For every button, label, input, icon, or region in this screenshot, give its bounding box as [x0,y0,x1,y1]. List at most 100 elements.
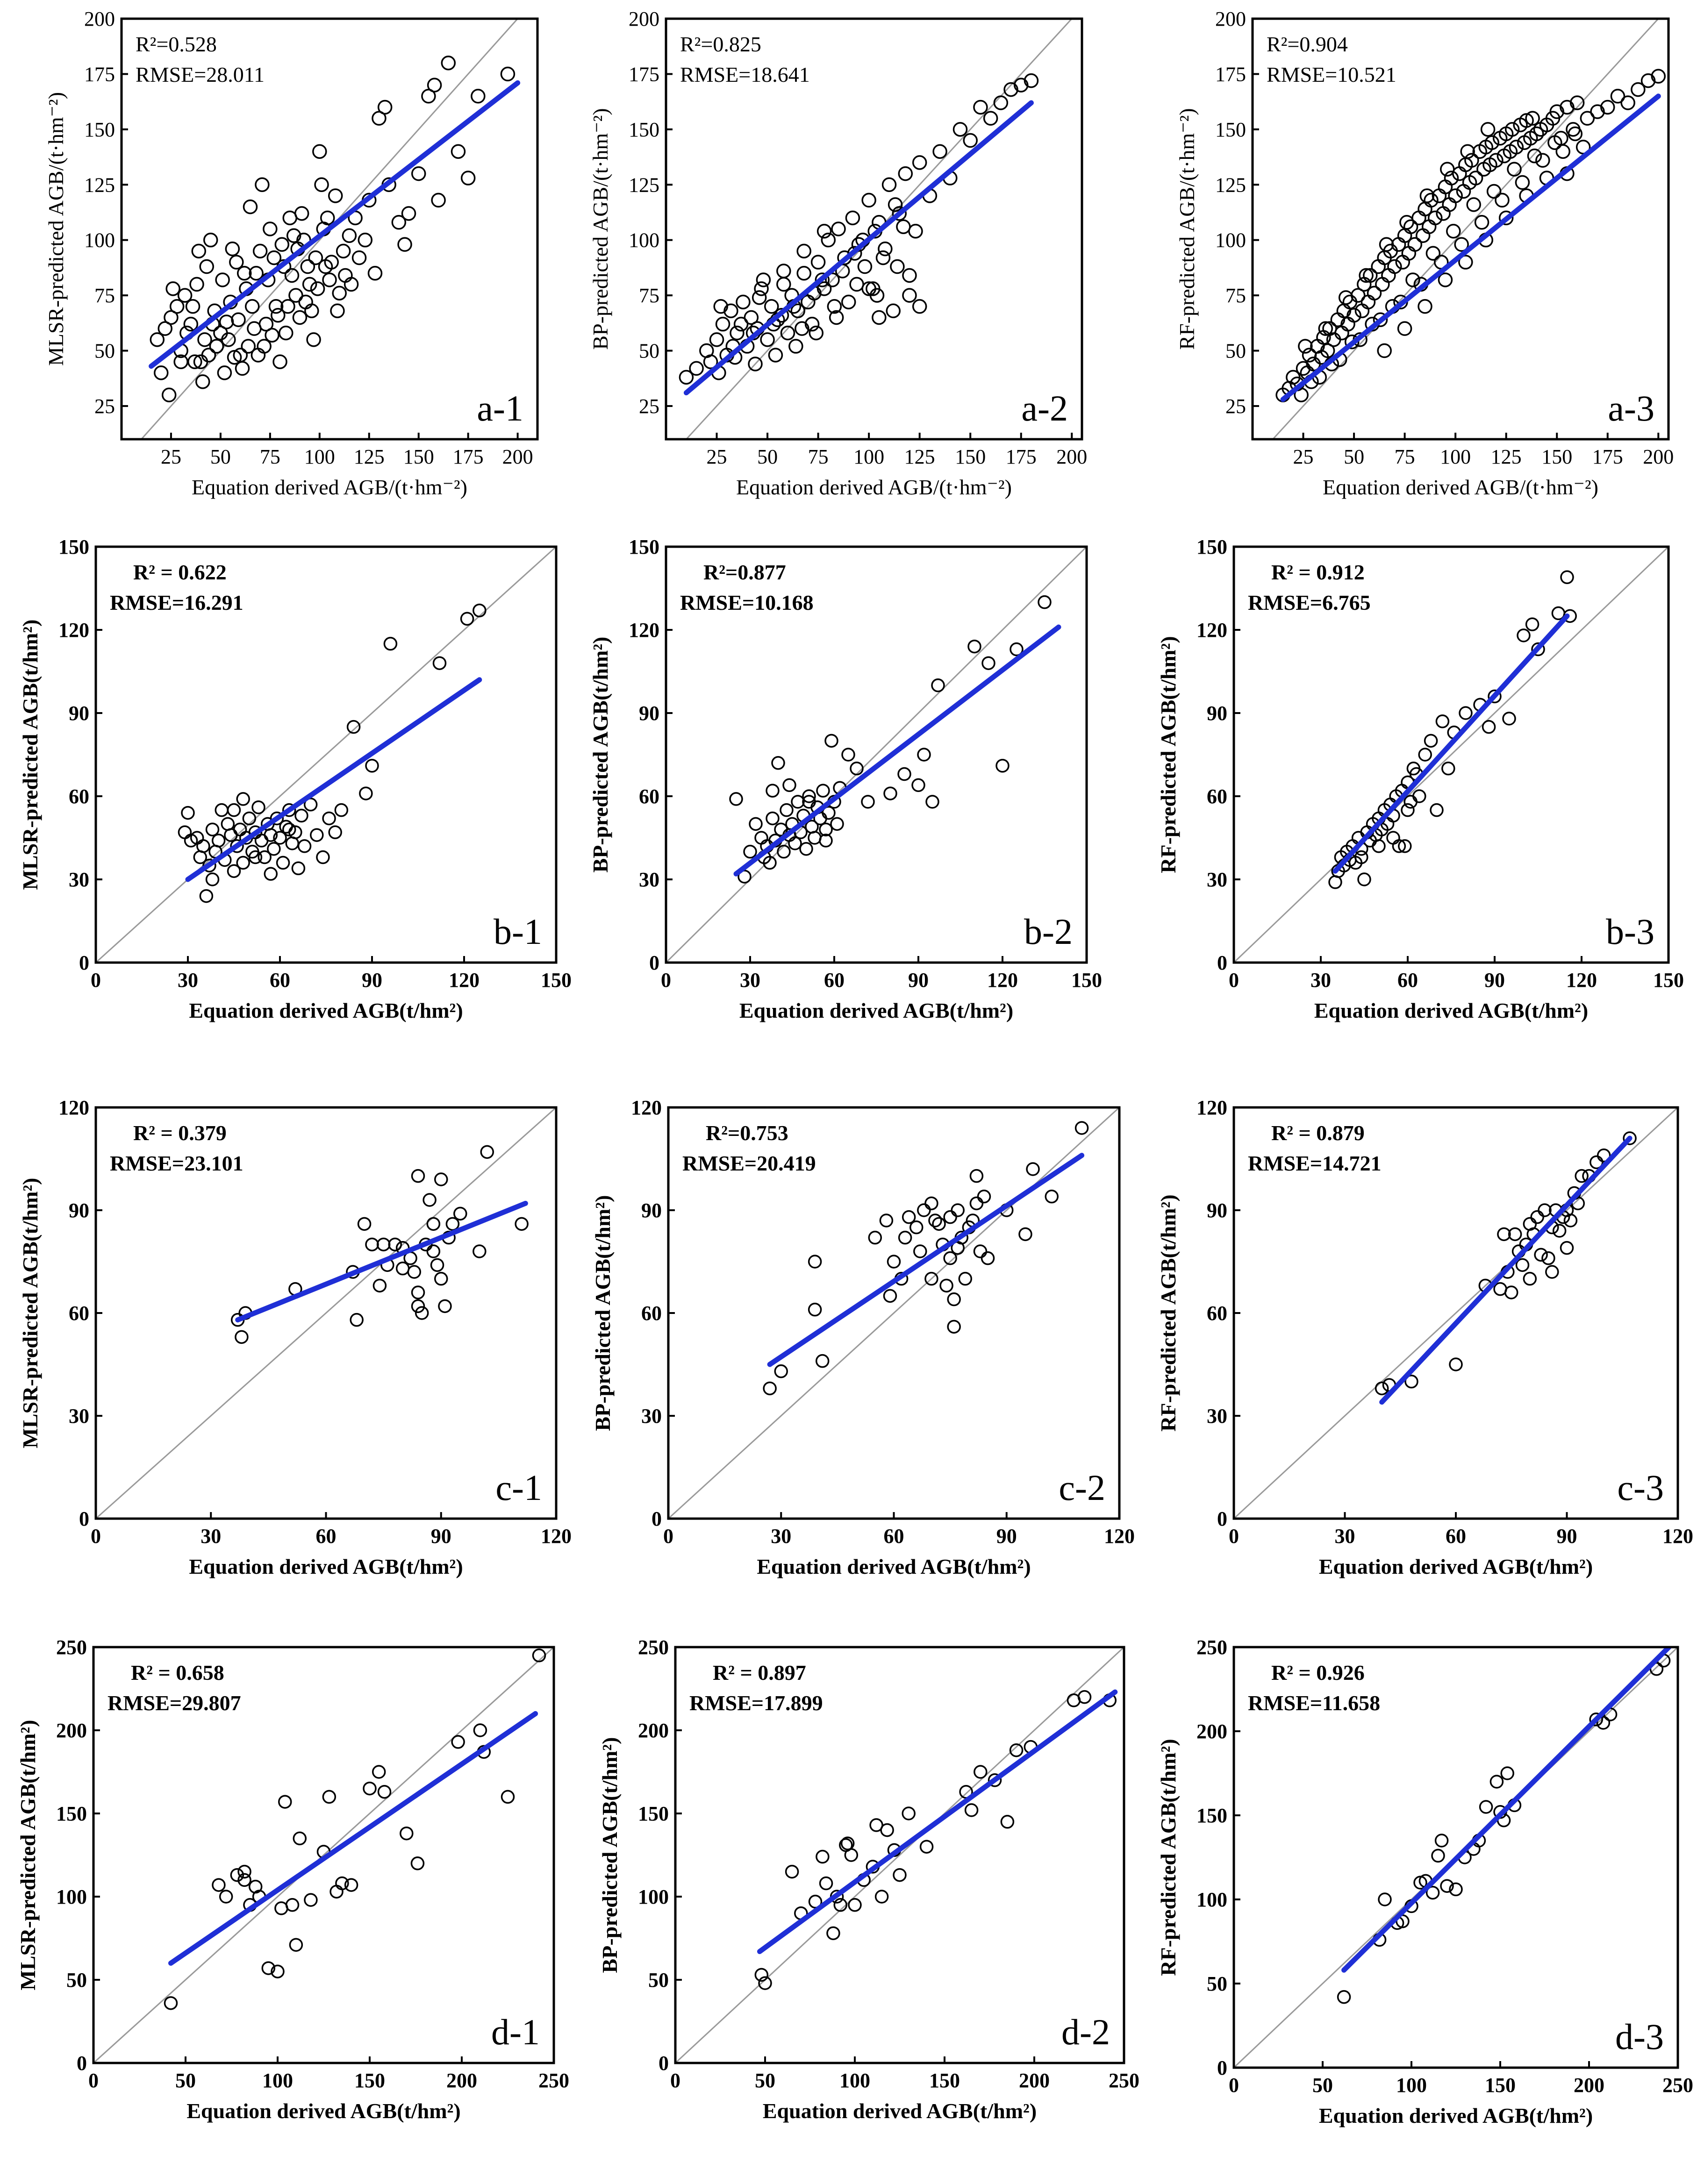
data-point [365,1237,379,1252]
data-point [1399,215,1414,230]
data-point [251,800,265,814]
data-point [796,265,811,281]
data-point [202,858,216,873]
data-point [756,272,771,287]
y-tick-label: 90 [69,702,89,725]
x-tick-label: 125 [904,445,935,468]
data-point [430,1258,444,1272]
data-point [401,206,416,221]
data-point [211,834,226,848]
data-point [821,232,836,248]
x-tick-label: 75 [1395,445,1415,468]
data-point [335,1876,349,1891]
data-point [1045,1189,1059,1204]
data-point [169,299,185,314]
y-tick-label: 50 [639,340,659,363]
data-point [861,281,876,296]
regression-line [168,1711,538,1966]
data-point [952,122,968,137]
data-point [1497,1227,1511,1242]
data-point [266,250,282,265]
data-point [969,1169,984,1183]
x-tick-label: 25 [161,445,181,468]
data-point [733,316,749,332]
data-point [981,1251,995,1265]
data-point [1560,1241,1574,1255]
panel-b-1: 0 30 60 90 120 150 0 30 60 90 120 150 Equation deriv… [18,535,572,1022]
y-tick-label: 100 [629,229,659,252]
data-point [844,1848,859,1862]
data-point [917,748,931,762]
data-point [411,166,426,181]
x-tick-label: 90 [1557,1525,1577,1548]
data-point [209,339,224,354]
data-point [1000,1815,1015,1829]
data-point [500,66,516,82]
data-point [796,243,811,259]
data-point [199,259,214,274]
data-point [898,166,913,181]
y-tick-label: 90 [69,1199,89,1222]
data-point [1508,1227,1522,1242]
x-tick-label: 90 [996,1525,1017,1548]
data-point [263,221,278,236]
data-point [230,1868,244,1882]
data-point [1346,307,1361,323]
data-point [804,316,820,332]
x-tick-label: 75 [260,445,280,468]
y-tick-label: 0 [652,1507,662,1530]
data-point [909,1220,924,1235]
data-point [925,795,939,809]
data-point [1489,1775,1504,1789]
data-point [288,288,303,303]
data-point [225,241,240,257]
data-point [291,861,306,876]
data-point [415,1306,429,1320]
data-point [1425,1885,1440,1900]
y-tick-label: 25 [1225,395,1246,418]
data-point [1431,1849,1445,1863]
data-point [748,357,763,371]
data-point [350,1313,364,1327]
data-point [248,850,263,864]
x-tick-label: 50 [175,2069,196,2092]
data-point [254,834,269,848]
y-tick-label: 125 [629,173,659,196]
y-tick-label: 200 [1215,7,1246,30]
data-point [816,281,832,296]
x-tick-label: 30 [200,1525,221,1548]
y-tick-label: 0 [649,951,659,974]
data-point [282,803,296,817]
data-point [185,299,200,314]
data-point [848,1898,862,1912]
data-point [809,325,824,341]
y-tick-label: 75 [639,284,659,307]
data-point [776,277,791,292]
x-tick-label: 120 [1662,1525,1693,1548]
panel-label: c-1 [495,1467,542,1508]
y-tick-label: 75 [94,284,115,307]
data-point [241,339,256,354]
data-point [1397,321,1412,336]
one-to-one-line [675,1647,1124,2063]
y-tick-label: 150 [629,535,659,558]
data-point [224,828,238,842]
data-point [1338,290,1353,305]
y-tick-label: 60 [1207,1302,1227,1325]
data-point [1589,1713,1603,1727]
data-point [1493,1282,1507,1296]
y-tick-label: 50 [94,340,115,363]
data-point [808,831,822,845]
data-point [964,1803,979,1817]
panel-label: b-1 [494,911,542,952]
x-tick-label: 60 [1446,1525,1466,1548]
data-point [215,803,229,817]
data-point [268,299,284,314]
x-axis-title: Equation derived AGB(t/hm²) [739,999,1013,1022]
data-point [1600,100,1615,115]
data-point [397,237,412,252]
x-tick-label: 50 [210,445,231,468]
data-point [1482,720,1496,734]
data-point [304,303,319,319]
y-tick-label: 60 [69,1302,89,1325]
